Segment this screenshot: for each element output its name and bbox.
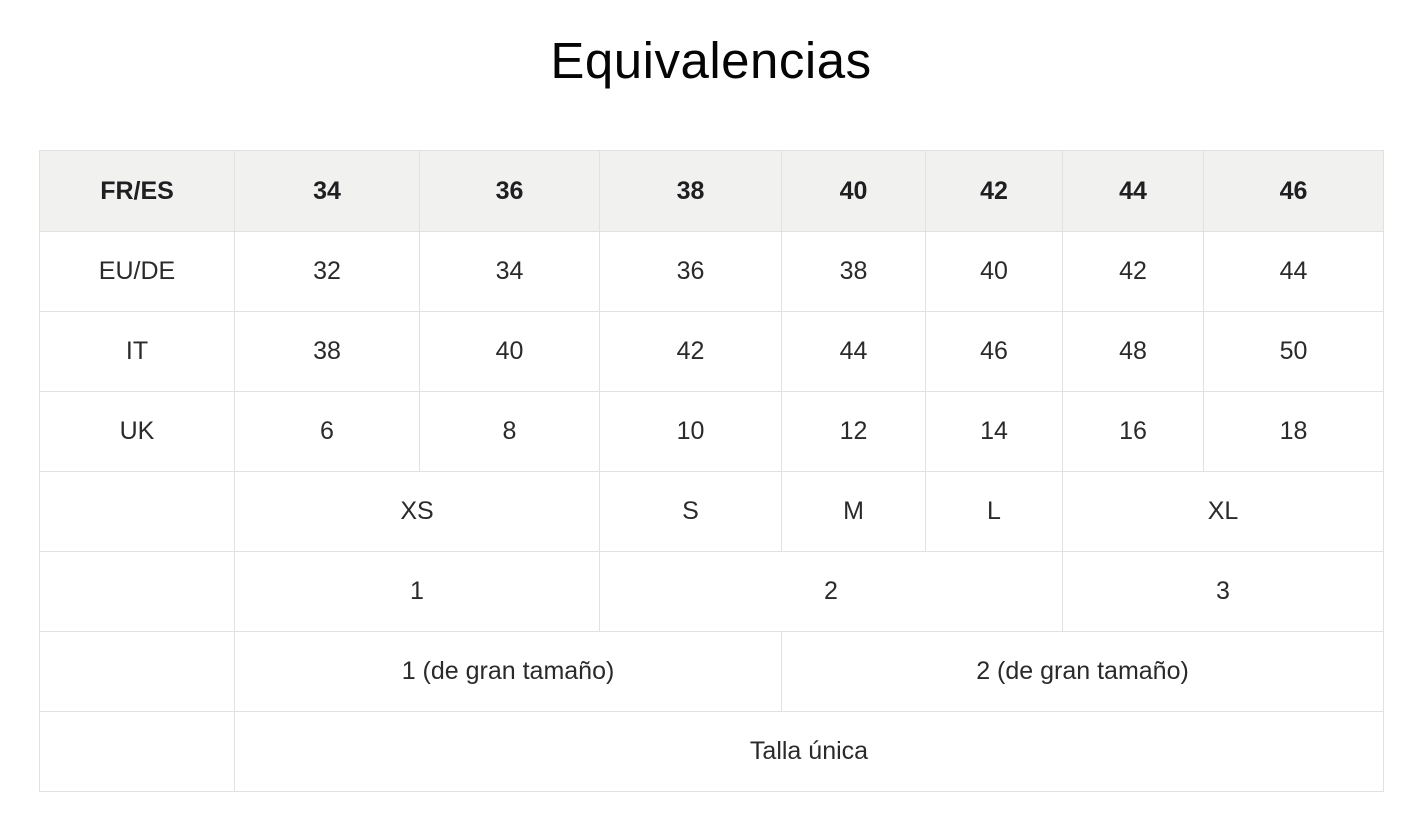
size-cell: 38: [234, 311, 420, 393]
header-cell-system: FR/ES: [39, 150, 235, 233]
header-cell-size: 40: [781, 150, 926, 233]
size-cell-l: L: [925, 471, 1063, 553]
size-cell: 40: [419, 311, 600, 393]
size-cell: 48: [1062, 311, 1204, 393]
header-cell-size: 44: [1062, 150, 1204, 233]
size-cell: 46: [925, 311, 1063, 393]
size-equivalence-table: FR/ES 34 36 38 40 42 44 46 EU/DE 32 34 3…: [39, 150, 1384, 793]
size-cell: 34: [419, 231, 600, 313]
size-cell: 50: [1203, 311, 1384, 393]
size-cell: 42: [1062, 231, 1204, 313]
size-cell-plus-2: 2 (de gran tamaño): [781, 631, 1384, 713]
size-cell-plus-1: 1 (de gran tamaño): [234, 631, 782, 713]
size-cell: 14: [925, 391, 1063, 473]
size-cell: 6: [234, 391, 420, 473]
size-cell: 12: [781, 391, 926, 473]
size-cell: 38: [781, 231, 926, 313]
header-cell-size: 36: [419, 150, 600, 233]
row-one-size: Talla única: [39, 711, 1384, 793]
row-label-empty: [39, 471, 235, 553]
size-cell-1: 1: [234, 551, 600, 633]
size-cell-m: M: [781, 471, 926, 553]
row-label: EU/DE: [39, 231, 235, 313]
row-eu-de: EU/DE 32 34 36 38 40 42 44: [39, 231, 1384, 313]
row-numeric-sizes: 1 2 3: [39, 551, 1384, 633]
size-cell-2: 2: [599, 551, 1063, 633]
size-cell-xl: XL: [1062, 471, 1384, 553]
row-plus-sizes: 1 (de gran tamaño) 2 (de gran tamaño): [39, 631, 1384, 713]
header-cell-size: 38: [599, 150, 782, 233]
row-label: IT: [39, 311, 235, 393]
size-cell: 32: [234, 231, 420, 313]
row-label-empty: [39, 711, 235, 793]
header-cell-size: 46: [1203, 150, 1384, 233]
row-label: UK: [39, 391, 235, 473]
row-uk: UK 6 8 10 12 14 16 18: [39, 391, 1384, 473]
size-cell: 42: [599, 311, 782, 393]
row-it: IT 38 40 42 44 46 48 50: [39, 311, 1384, 393]
size-cell: 44: [781, 311, 926, 393]
size-cell: 36: [599, 231, 782, 313]
header-cell-size: 34: [234, 150, 420, 233]
size-cell: 18: [1203, 391, 1384, 473]
size-cell: 10: [599, 391, 782, 473]
page-title: Equivalencias: [550, 32, 872, 89]
size-equivalence-table-container: FR/ES 34 36 38 40 42 44 46 EU/DE 32 34 3…: [39, 150, 1384, 793]
size-cell-s: S: [599, 471, 782, 553]
row-letter-sizes: XS S M L XL: [39, 471, 1384, 553]
size-cell: 8: [419, 391, 600, 473]
header-cell-size: 42: [925, 150, 1063, 233]
size-cell-one-size: Talla única: [234, 711, 1384, 793]
size-cell: 44: [1203, 231, 1384, 313]
size-cell-3: 3: [1062, 551, 1384, 633]
row-label-empty: [39, 631, 235, 713]
header-row-fr-es: FR/ES 34 36 38 40 42 44 46: [39, 150, 1384, 233]
row-label-empty: [39, 551, 235, 633]
size-cell: 40: [925, 231, 1063, 313]
size-cell: 16: [1062, 391, 1204, 473]
size-cell-xs: XS: [234, 471, 600, 553]
